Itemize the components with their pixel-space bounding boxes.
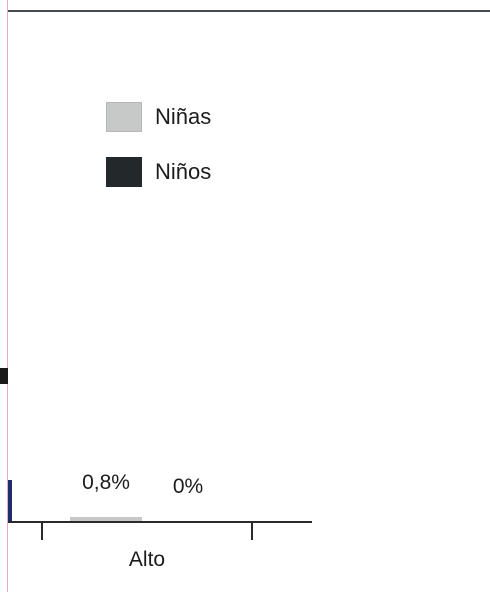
legend-label-ninas: Niñas	[155, 104, 212, 129]
legend-item-ninos: Niños	[106, 157, 211, 187]
legend-swatch-ninos	[106, 157, 142, 187]
data-label-alto-series-0: 0,8%	[82, 471, 130, 494]
left-edge-bar-fragment	[8, 480, 12, 522]
legend-item-ninas: Niñas	[106, 102, 211, 132]
top-border-line	[8, 10, 490, 12]
left-border-line	[7, 0, 8, 592]
left-edge-mark	[0, 368, 8, 384]
x-tick-label-alto: Alto	[129, 548, 165, 571]
legend-swatch-ninas	[106, 102, 142, 132]
data-label-alto-series-1: 0%	[173, 475, 203, 498]
bar-alto-series-0	[70, 517, 142, 521]
legend-label-ninos: Niños	[155, 159, 212, 184]
